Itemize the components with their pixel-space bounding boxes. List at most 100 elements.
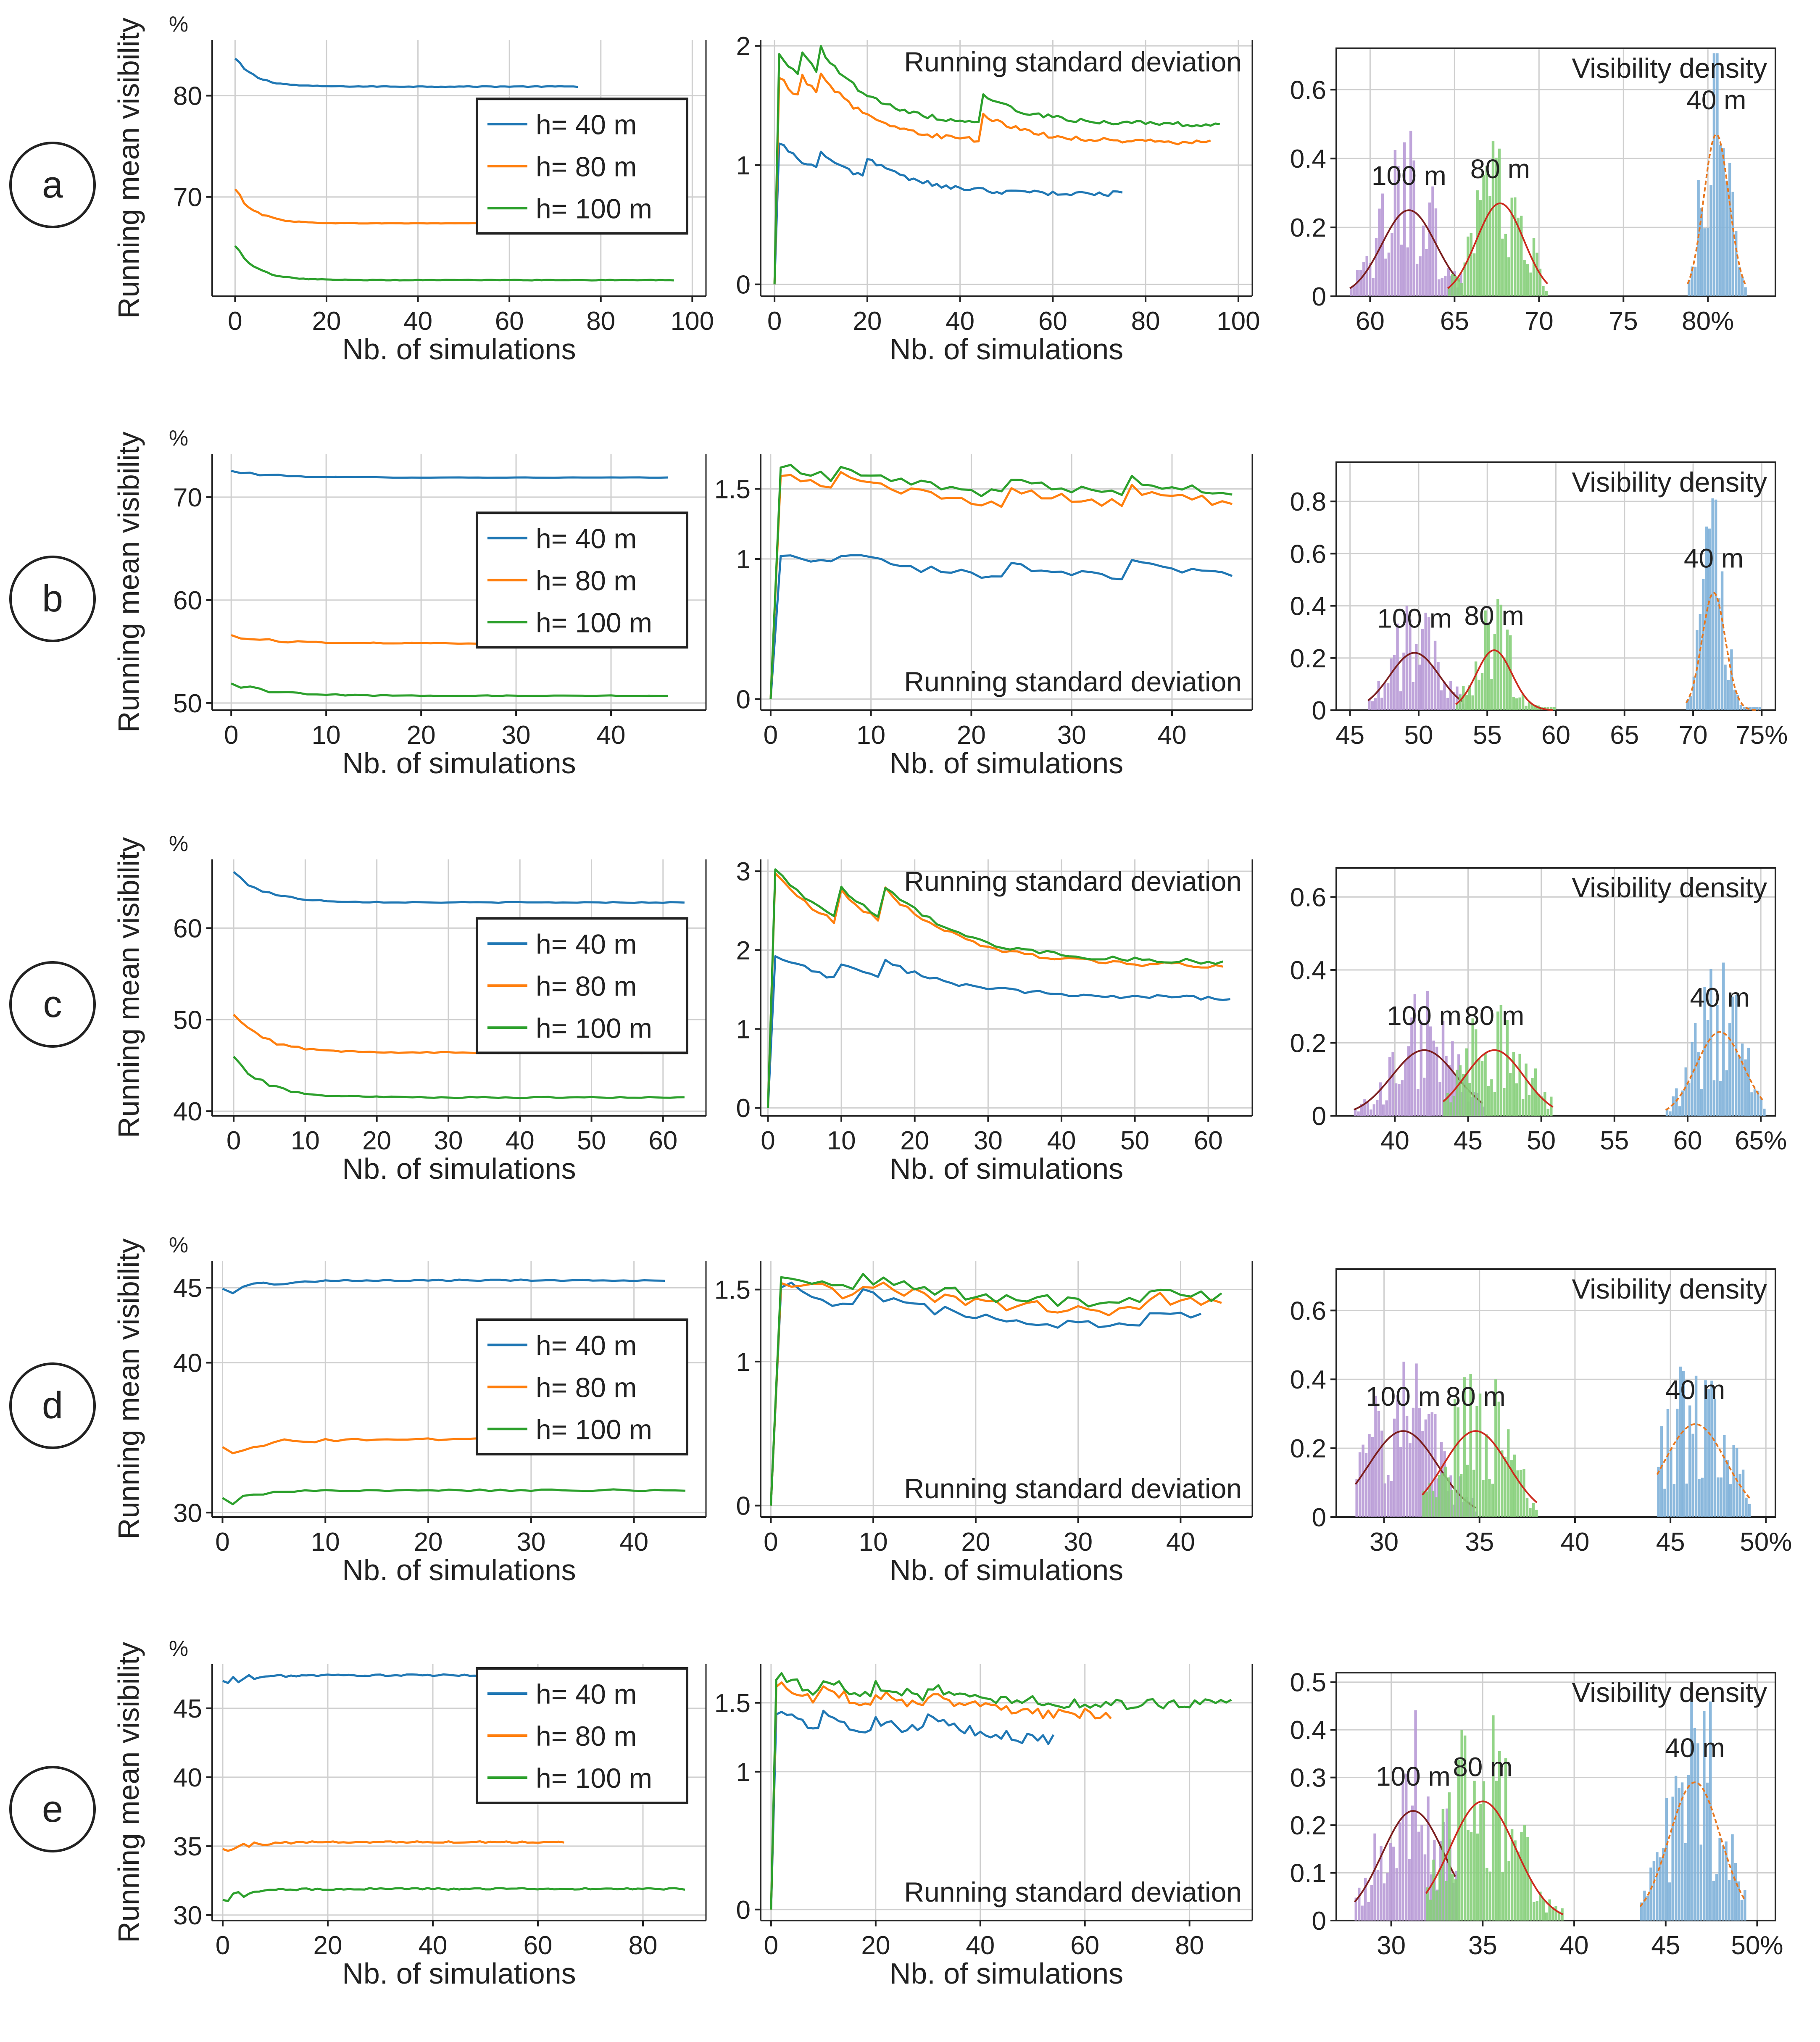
- hist-bar-100m: [1374, 1396, 1377, 1517]
- x-tick-label: 80: [1131, 307, 1160, 336]
- hist-bar-80m: [1474, 1029, 1478, 1116]
- hist-bar-40m: [1682, 1371, 1685, 1517]
- hist-bar-80m: [1485, 1868, 1488, 1921]
- panel-e-2: 0 20 40 60 80 0 1 1.5 Nb. of simulations Running …: [714, 1664, 1253, 1990]
- hist-bar-80m: [1531, 1078, 1534, 1116]
- hist-bar-80m: [1492, 1715, 1495, 1921]
- hist-bar-100m: [1360, 1104, 1363, 1116]
- peak-label: 40 m: [1690, 982, 1749, 1012]
- series-line-h40: [769, 1281, 1201, 1506]
- hist-bar-80m: [1517, 217, 1520, 296]
- hist-bar-100m: [1449, 681, 1452, 710]
- hist-bar-40m: [1736, 695, 1739, 710]
- y-tick-label: 0.6: [1290, 540, 1326, 569]
- x-tick-label: 60: [1673, 1126, 1702, 1155]
- x-tick-label: 60: [1194, 1126, 1223, 1155]
- x-tick-label: 50: [1120, 1126, 1149, 1155]
- hist-bar-40m: [1659, 1857, 1662, 1921]
- legend-label: h= 80 m: [536, 565, 637, 596]
- hist-bar-40m: [1740, 1900, 1744, 1921]
- hist-bar-40m: [1652, 1861, 1656, 1921]
- row-label: d: [42, 1385, 63, 1427]
- y-tick-label: 40: [173, 1349, 202, 1378]
- hist-bar-40m: [1688, 279, 1691, 296]
- x-tick-label: 0: [764, 1528, 778, 1557]
- hist-bar-40m: [1711, 498, 1714, 710]
- hist-bar-100m: [1438, 1082, 1441, 1116]
- panel-c-2: 0 10 20 30 40 50 60 0 1 2 3 Nb. of simulations Runni…: [736, 857, 1253, 1185]
- hist-bar-40m: [1712, 1881, 1715, 1921]
- hist-bar-100m: [1408, 1859, 1411, 1921]
- hist-bar-100m: [1414, 1710, 1417, 1921]
- hist-bar-100m: [1441, 277, 1444, 296]
- panel-title: Running standard deviation: [904, 666, 1242, 697]
- hist-bar-100m: [1376, 1100, 1379, 1116]
- hist-bar-80m: [1507, 1861, 1510, 1921]
- hist-bar-80m: [1465, 695, 1468, 710]
- series-line-h40: [231, 470, 668, 479]
- hist-bar-100m: [1392, 1847, 1395, 1921]
- legend-label: h= 100 m: [536, 193, 652, 224]
- hist-bar-80m: [1512, 696, 1515, 710]
- hist-bar-100m: [1417, 1089, 1420, 1116]
- hist-bar-40m: [1708, 528, 1711, 710]
- hist-bar-80m: [1510, 1460, 1513, 1517]
- hist-bar-40m: [1668, 1882, 1671, 1921]
- hist-bar-40m: [1759, 1098, 1763, 1116]
- hist-bar-80m: [1457, 278, 1460, 296]
- hist-bar-80m: [1518, 697, 1521, 710]
- hist-bar-80m: [1536, 1901, 1539, 1921]
- hist-bar-100m: [1419, 256, 1422, 296]
- hist-bar-80m: [1460, 1730, 1463, 1921]
- x-tick-label: 45: [1335, 721, 1364, 750]
- hist-bar-40m: [1700, 1089, 1703, 1116]
- hist-bar-100m: [1460, 1092, 1464, 1116]
- hist-bar-40m: [1691, 1042, 1694, 1116]
- hist-bar-80m: [1457, 1759, 1460, 1921]
- axes-frame: [1335, 867, 1776, 1117]
- hist-bar-100m: [1361, 1905, 1364, 1921]
- hist-bar-40m: [1703, 228, 1706, 296]
- hist-bar-100m: [1426, 991, 1429, 1116]
- hist-bar-40m: [1722, 148, 1725, 296]
- hist-bar-40m: [1700, 208, 1703, 296]
- hist-bar-40m: [1738, 1474, 1741, 1517]
- hist-bar-40m: [1701, 1478, 1704, 1517]
- series-line-h80: [769, 471, 1233, 699]
- series-line-h100: [222, 1887, 685, 1902]
- x-tick-label: 65: [1440, 307, 1469, 336]
- panel-c-1: 0 10 20 30 40 50 60 40 50 60 Nb. of simulations Run…: [112, 832, 707, 1185]
- hist-bar-40m: [1640, 1902, 1643, 1921]
- hist-bar-40m: [1731, 1834, 1734, 1921]
- hist-bar-40m: [1679, 1366, 1682, 1517]
- hist-bar-100m: [1424, 1419, 1428, 1517]
- peak-label: 100 m: [1372, 161, 1446, 191]
- legend-label: h= 80 m: [536, 1721, 637, 1752]
- y-tick-label: 45: [173, 1694, 202, 1723]
- y-tick-label: 70: [173, 183, 202, 212]
- y-tick-label: 0.4: [1290, 956, 1326, 985]
- density-fit-curve: [1447, 202, 1548, 289]
- x-tick-label: 60: [1356, 307, 1385, 336]
- hist-bar-100m: [1367, 1902, 1370, 1921]
- hist-bar-80m: [1460, 283, 1463, 296]
- hist-bar-80m: [1495, 158, 1498, 296]
- hist-bar-80m: [1435, 1890, 1438, 1921]
- y-unit-label: %: [169, 832, 188, 856]
- hist-bar-40m: [1728, 1880, 1731, 1921]
- hist-bar-80m: [1504, 234, 1507, 296]
- x-tick-label: 60: [1070, 1931, 1099, 1960]
- hist-bar-80m: [1529, 272, 1532, 296]
- hist-bar-100m: [1370, 1109, 1372, 1116]
- hist-bar-80m: [1476, 1833, 1479, 1921]
- hist-bar-80m: [1475, 1406, 1478, 1517]
- panel-e-3: 30 35 40 45 50% 0 0.1 0.2 0.3 0.4 0.5 100 m 80 m 40 m…: [1290, 1668, 1783, 1960]
- hist-bar-40m: [1717, 1477, 1720, 1517]
- hist-bar-100m: [1467, 1101, 1470, 1116]
- y-tick-label: 0: [1312, 1907, 1326, 1936]
- x-tick-label: 60: [524, 1931, 553, 1960]
- x-tick-label: 40: [419, 1931, 448, 1960]
- hist-bar-40m: [1706, 1782, 1709, 1921]
- hist-bar-100m: [1415, 1363, 1418, 1517]
- y-unit-label: %: [169, 1233, 188, 1257]
